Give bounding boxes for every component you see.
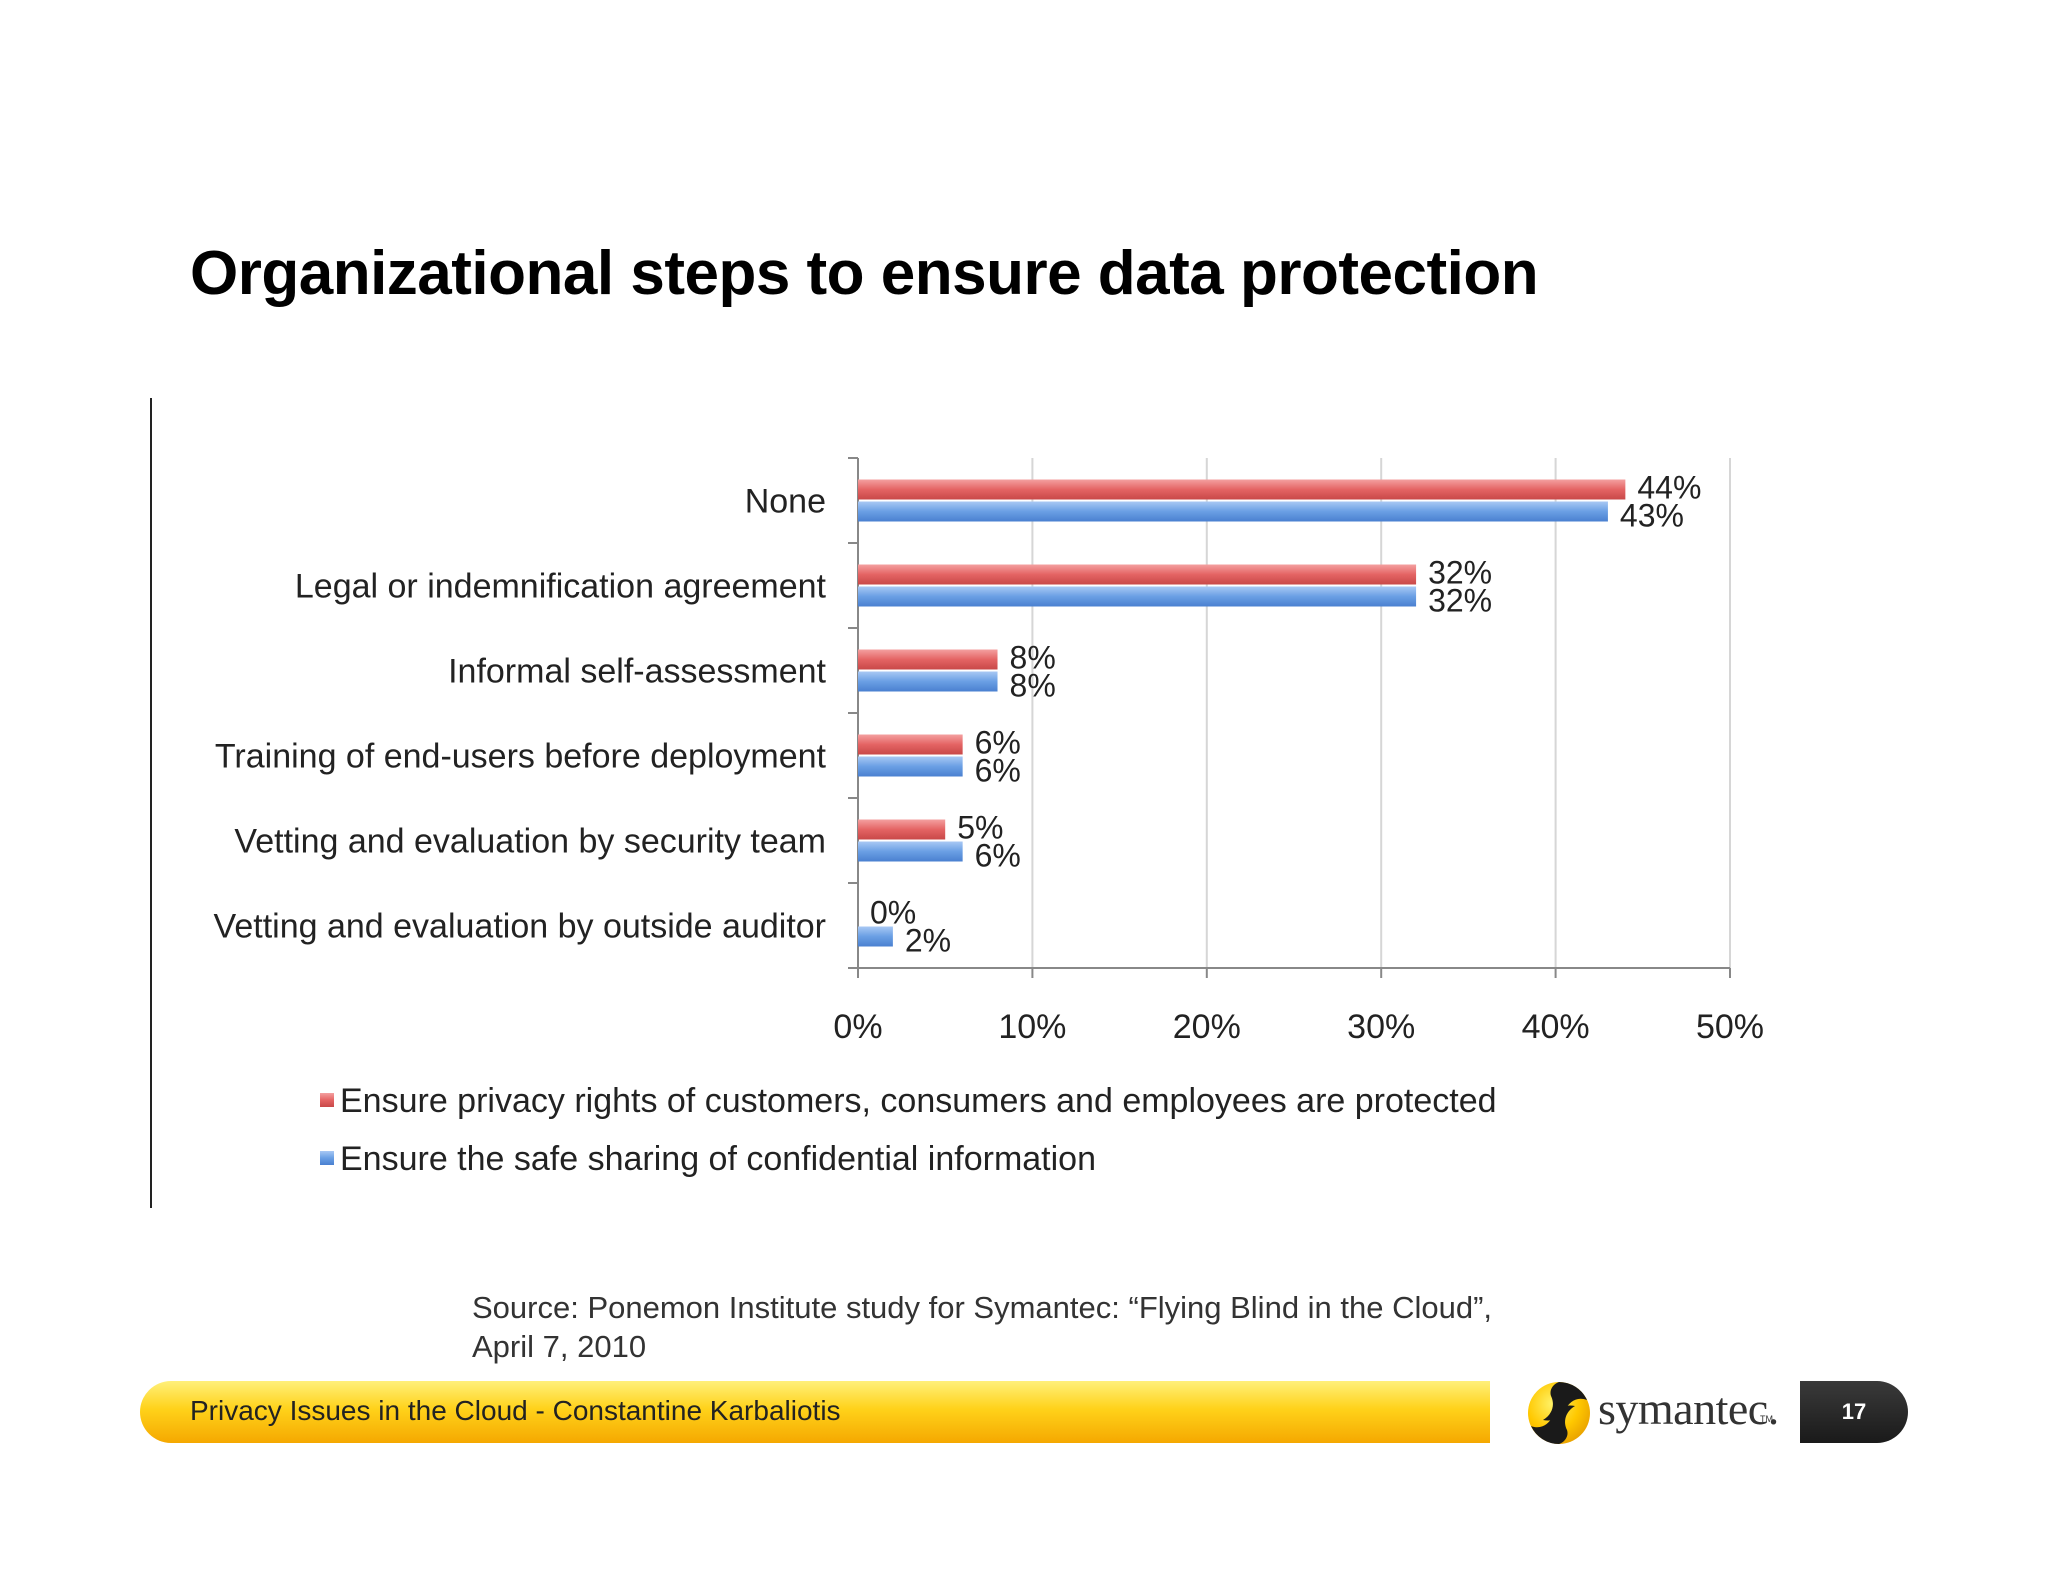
legend-label: Ensure the safe sharing of confidential … <box>340 1140 1096 1178</box>
category-label: Vetting and evaluation by security team <box>234 823 826 861</box>
bar-safe-sharing <box>858 756 963 777</box>
bar-safe-sharing <box>858 671 998 692</box>
category-label: None <box>745 483 826 521</box>
x-tick-label: 10% <box>998 1008 1066 1046</box>
value-label: 8% <box>1010 640 1056 676</box>
value-label: 5% <box>957 810 1003 846</box>
value-label: 2% <box>905 923 951 959</box>
value-label: 44% <box>1637 470 1701 506</box>
axes <box>848 457 1731 978</box>
page-number-badge: 17 <box>1800 1381 1908 1443</box>
category-label: Legal or indemnification agreement <box>295 568 827 606</box>
x-tick-label: 20% <box>1173 1008 1241 1046</box>
value-label: 43% <box>1620 498 1684 534</box>
bar-privacy-rights <box>858 479 1626 500</box>
bars <box>858 479 1626 947</box>
value-label: 32% <box>1428 555 1492 591</box>
bar-privacy-rights <box>858 819 946 840</box>
symantec-logo-icon <box>1528 1382 1590 1444</box>
slide-title: Organizational steps to ensure data prot… <box>190 239 1539 308</box>
source-line-2: April 7, 2010 <box>472 1329 647 1364</box>
legend-label: Ensure privacy rights of customers, cons… <box>340 1082 1497 1120</box>
value-label: 6% <box>975 753 1021 789</box>
source-citation: Source: Ponemon Institute study for Syma… <box>472 1288 1672 1366</box>
value-label: 8% <box>1010 668 1056 704</box>
legend-swatch <box>320 1151 334 1165</box>
footer-text: Privacy Issues in the Cloud - Constantin… <box>190 1395 841 1426</box>
legend-swatch <box>320 1093 334 1107</box>
category-label: Training of end-users before deployment <box>215 738 827 776</box>
category-label: Informal self-assessment <box>448 653 826 691</box>
x-tick-label: 40% <box>1522 1008 1590 1046</box>
bar-safe-sharing <box>858 841 963 862</box>
bar-privacy-rights <box>858 734 963 755</box>
bar-safe-sharing <box>858 926 893 947</box>
x-tick-label: 0% <box>833 1008 882 1046</box>
source-line-1: Source: Ponemon Institute study for Syma… <box>472 1290 1493 1325</box>
bar-privacy-rights <box>858 564 1417 585</box>
bar-safe-sharing <box>858 586 1417 607</box>
left-divider-line <box>150 398 152 1208</box>
value-label: 6% <box>975 725 1021 761</box>
labels: 0% 10% 20% 30% 40% 50% None Legal or indemnific… <box>214 470 1764 1047</box>
value-label: 0% <box>870 895 916 931</box>
gridlines <box>1031 458 1731 968</box>
page-number: 17 <box>1841 1399 1867 1424</box>
category-label: Vetting and evaluation by outside audito… <box>214 908 826 946</box>
value-label: 32% <box>1428 583 1492 619</box>
footer-bar: Privacy Issues in the Cloud - Constantin… <box>140 1381 1490 1443</box>
x-tick-label: 50% <box>1696 1008 1764 1046</box>
x-tick-label: 30% <box>1347 1008 1415 1046</box>
logo-wordmark: symantec. <box>1598 1383 1779 1434</box>
bar-privacy-rights <box>858 649 998 670</box>
legend: Ensure privacy rights of customers, cons… <box>320 1082 1497 1178</box>
logo-trademark: TM <box>1760 1414 1773 1424</box>
value-label: 6% <box>975 838 1021 874</box>
bar-safe-sharing <box>858 501 1608 522</box>
symantec-logo: symantec. TM <box>1525 1378 1785 1448</box>
